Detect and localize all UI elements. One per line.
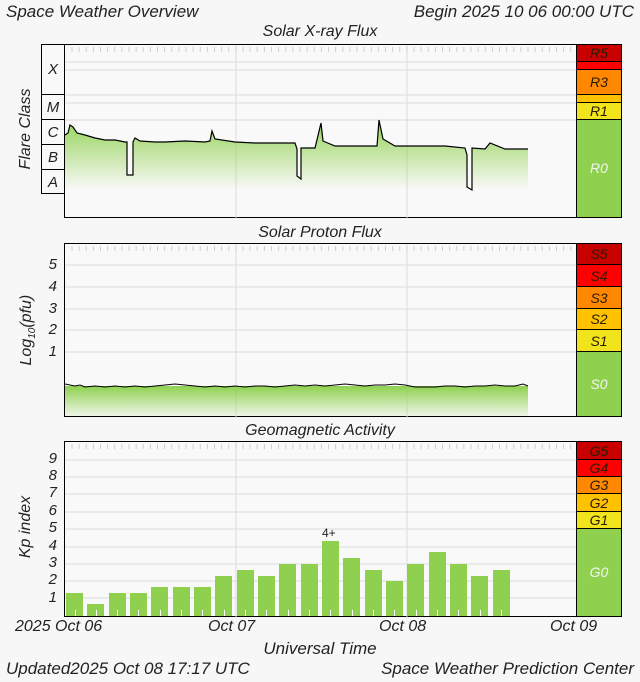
flare-class-b: B (42, 145, 64, 170)
scale-s5: S5 (577, 244, 621, 265)
kp-ytick-2: 2 (48, 571, 57, 588)
scale-r1: R1 (577, 103, 621, 120)
xtick-oct09: Oct 09 (550, 618, 598, 635)
kp-bar (193, 587, 211, 616)
flare-class-axis: X M C B A (41, 44, 65, 194)
app-title: Space Weather Overview (6, 2, 199, 21)
solar-radiation-scale: S5 S4 S3 S2 S1 S0 (576, 243, 622, 417)
kp-bar (257, 575, 275, 617)
xray-title: Solar X-ray Flux (262, 23, 378, 40)
credit: Space Weather Prediction Center (381, 659, 634, 678)
kp-ytick-4: 4 (48, 537, 57, 554)
scale-r2 (577, 95, 621, 103)
kp-bar (321, 540, 339, 617)
kp-ytick-7: 7 (48, 484, 57, 501)
xtick-oct06: 2025 Oct 06 (15, 618, 103, 635)
scale-g3: G3 (577, 477, 621, 494)
kp-ytick-1: 1 (48, 589, 57, 606)
kp-bar (407, 563, 425, 617)
kp-ytick-3: 3 (48, 554, 57, 571)
updated-time: Updated2025 Oct 08 17:17 UTC (6, 659, 250, 678)
scale-g0: G0 (577, 529, 621, 616)
scale-s4: S4 (577, 265, 621, 287)
proton-plot (64, 243, 578, 418)
xtick-oct07: Oct 07 (208, 618, 256, 635)
proton-ytick-5: 5 (48, 256, 57, 273)
x-axis-title: Universal Time (263, 639, 377, 658)
scale-r5: R5 (577, 45, 621, 62)
kp-bar (471, 575, 489, 617)
scale-s1: S1 (577, 330, 621, 352)
begin-label: Begin (413, 2, 458, 21)
proton-ytick-4: 4 (48, 278, 57, 295)
kp-bar (108, 592, 126, 617)
kp-bar (129, 592, 147, 617)
kp-ylabel: Kp index (17, 495, 34, 559)
proton-ytick-2: 2 (48, 321, 57, 338)
radio-blackout-scale: R5 R3 R1 R0 (576, 44, 622, 218)
proton-ytick-1: 1 (48, 343, 57, 360)
kp-bar (343, 558, 361, 616)
proton-ylabel: Log10(pfu) (17, 294, 39, 366)
scale-r4 (577, 62, 621, 70)
kp-bar (300, 563, 318, 617)
kp-bar (279, 563, 297, 617)
geomagnetic-storm-scale: G5 G4 G3 G2 G1 G0 (576, 441, 622, 617)
kp-bar (236, 569, 254, 617)
kp-title: Geomagnetic Activity (245, 422, 395, 439)
begin-time: Begin 2025 10 06 00:00 UTC (414, 2, 634, 22)
scale-g4: G4 (577, 460, 621, 477)
scale-r3: R3 (577, 70, 621, 95)
scale-s2: S2 (577, 309, 621, 330)
proton-title: Solar Proton Flux (258, 224, 382, 241)
scale-r0: R0 (577, 120, 621, 217)
flare-class-x: X (42, 45, 64, 95)
kp-grid-svg (65, 442, 578, 618)
xray-plot (64, 44, 578, 219)
xray-chart-svg (65, 45, 578, 219)
kp-ytick-5: 5 (48, 519, 57, 536)
proton-chart-svg (65, 244, 578, 418)
kp-ytick-8: 8 (48, 467, 57, 484)
xray-ylabel: Flare Class (17, 88, 34, 170)
kp-bar (428, 552, 446, 616)
kp-bar (66, 592, 83, 617)
kp-bar (385, 581, 403, 616)
kp-bar (364, 569, 382, 617)
kp-bar (87, 604, 105, 616)
flare-class-c: C (42, 120, 64, 145)
kp-bar (151, 587, 169, 616)
kp-plot: 4+ (64, 441, 578, 618)
proton-ytick-3: 3 (48, 300, 57, 317)
kp-annotation: 4+ (321, 525, 336, 540)
flare-class-a: A (47, 174, 58, 191)
kp-ytick-6: 6 (48, 502, 57, 519)
scale-g5: G5 (577, 442, 621, 460)
scale-s0: S0 (577, 352, 621, 416)
kp-bar (449, 563, 467, 617)
flare-class-m: M (42, 95, 64, 120)
kp-bar (492, 569, 510, 617)
scale-s3: S3 (577, 287, 621, 309)
kp-bar (215, 575, 233, 617)
kp-ytick-9: 9 (48, 450, 57, 467)
scale-g1: G1 (577, 512, 621, 529)
xtick-oct08: Oct 08 (379, 618, 427, 635)
kp-bar (172, 587, 190, 616)
scale-g2: G2 (577, 494, 621, 512)
begin-value: 2025 10 06 00:00 UTC (461, 2, 634, 21)
